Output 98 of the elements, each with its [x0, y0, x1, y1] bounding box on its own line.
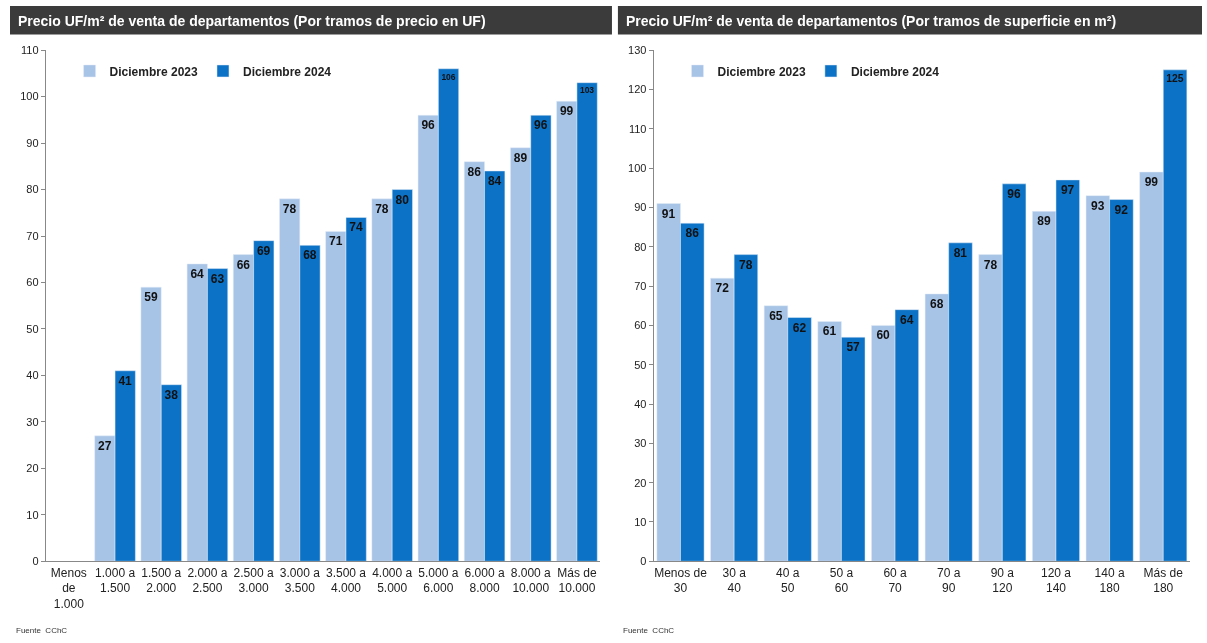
y-tick-label: 90: [26, 136, 39, 149]
y-tick-label: 80: [26, 183, 39, 196]
y-tick-label: 110: [21, 44, 39, 57]
y-tick-label: 20: [634, 476, 647, 489]
y-tick-label: 60: [634, 319, 647, 332]
data-label: 68: [930, 296, 944, 311]
data-label: 38: [164, 387, 179, 402]
y-tick-label: 10: [634, 515, 647, 528]
data-label: 71: [329, 234, 343, 249]
data-label: 78: [375, 201, 389, 216]
x-tick-label: 1.000 a 1.500: [95, 565, 136, 596]
x-tick-label: 2.000 a 2.500: [187, 565, 228, 596]
y-tick-label: 80: [634, 240, 647, 253]
data-label: 97: [1060, 182, 1075, 197]
data-label: 41: [118, 373, 133, 388]
x-tick-label: 8.000 a 10.000: [510, 565, 552, 596]
y-tick-label: 100: [628, 161, 647, 174]
y-tick-label: 40: [634, 397, 647, 410]
data-label: 72: [715, 281, 730, 296]
x-tick-label: 50 a 60: [829, 565, 854, 596]
data-label: 59: [144, 290, 158, 305]
y-tick-label: 130: [628, 44, 647, 57]
x-tick-label: 140 a 180: [1094, 565, 1125, 596]
data-label: 99: [559, 104, 574, 119]
x-tick-label: 5.000 a 6.000: [418, 565, 459, 596]
data-label: 93: [1090, 198, 1105, 213]
data-label: 78: [983, 257, 998, 272]
data-label: 80: [395, 192, 410, 207]
data-label: 96: [421, 118, 436, 133]
x-tick-label: 60 a 70: [883, 565, 908, 596]
data-label: 78: [739, 257, 753, 272]
data-label: 86: [467, 164, 482, 179]
y-tick-label: 70: [634, 279, 647, 292]
x-tick-label: Más de 180: [1143, 565, 1184, 596]
data-label: 99: [1144, 175, 1159, 190]
x-tick-label: 6.000 a 8.000: [464, 565, 505, 596]
legend-label: Diciembre 2024: [850, 64, 940, 79]
data-label: 64: [190, 266, 205, 281]
data-label: 61: [822, 324, 837, 339]
data-label: 60: [876, 328, 891, 343]
source-note: Fuente CChC: [623, 626, 675, 635]
y-tick-label: 30: [634, 437, 647, 450]
data-label: 96: [534, 118, 548, 133]
y-tick-label: 30: [26, 415, 39, 428]
data-label: 103: [579, 85, 595, 96]
data-label: 86: [685, 226, 700, 241]
y-tick-label: 40: [26, 369, 39, 382]
data-label: 64: [900, 312, 914, 327]
legend-label: Diciembre 2023: [717, 64, 806, 79]
y-tick-label: 0: [32, 555, 39, 568]
data-label: 57: [846, 340, 861, 355]
data-label: 91: [661, 206, 676, 221]
chart-title: Precio UF/m² de venta de departamentos (Por tramos de precio en UF): [18, 13, 486, 29]
legend-label: Diciembre 2023: [109, 64, 198, 79]
x-tick-label: Menos de 1.000: [50, 565, 87, 611]
data-label: 106: [441, 71, 456, 82]
data-label: 125: [1166, 73, 1184, 85]
x-tick-label: 1.500 a 2.000: [141, 565, 182, 596]
y-tick-label: 10: [26, 508, 39, 521]
x-tick-label: 40 a 50: [776, 565, 800, 596]
data-label: 65: [769, 308, 783, 323]
x-tick-label: 90 a 120: [990, 565, 1015, 596]
x-tick-label: 3.500 a 4.000: [325, 565, 367, 596]
y-tick-label: 0: [640, 555, 647, 568]
x-tick-label: 2.500 a 3.000: [233, 565, 274, 596]
y-tick-label: 100: [20, 90, 39, 103]
y-tick-label: 50: [634, 358, 647, 371]
y-tick-label: 110: [628, 122, 647, 135]
data-label: 89: [513, 150, 528, 165]
y-tick-label: 70: [26, 229, 39, 242]
data-label: 78: [282, 201, 297, 216]
data-label: 62: [792, 320, 807, 335]
data-label: 66: [236, 257, 251, 272]
chart-title: Precio UF/m² de venta de departamentos (Por tramos de superficie en m²): [626, 13, 1117, 29]
y-tick-label: 90: [634, 201, 647, 214]
data-label: 96: [1007, 186, 1021, 201]
data-label: 81: [953, 245, 968, 260]
data-label: 27: [98, 438, 112, 453]
data-label: 63: [210, 271, 225, 286]
x-tick-label: Más de 10.000: [557, 565, 597, 596]
x-tick-label: 4.000 a 5.000: [372, 565, 413, 596]
data-label: 68: [303, 248, 317, 263]
y-tick-label: 60: [26, 276, 39, 289]
data-label: 84: [487, 173, 502, 188]
x-tick-label: 70 a 90: [937, 565, 961, 596]
x-tick-label: 30 a 40: [722, 565, 747, 596]
data-label: 74: [349, 220, 363, 235]
data-label: 92: [1114, 202, 1129, 217]
source-note: Fuente CChC: [16, 626, 68, 635]
x-tick-label: Menos de 30: [654, 565, 708, 596]
data-label: 69: [256, 243, 271, 258]
data-label: 89: [1037, 214, 1052, 229]
legend-label: Diciembre 2024: [242, 64, 332, 79]
y-tick-label: 50: [26, 322, 39, 335]
x-tick-label: 3.000 a 3.500: [279, 565, 321, 596]
x-tick-label: 120 a 140: [1040, 565, 1072, 596]
y-tick-label: 120: [628, 83, 647, 96]
y-tick-label: 20: [26, 462, 39, 475]
